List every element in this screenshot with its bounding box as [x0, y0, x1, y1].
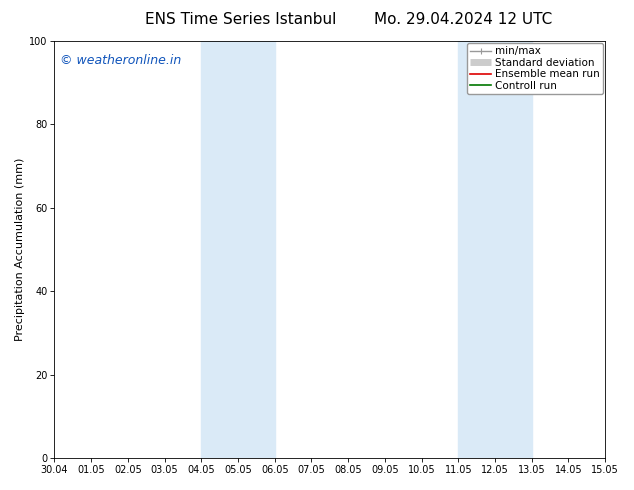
- Text: Mo. 29.04.2024 12 UTC: Mo. 29.04.2024 12 UTC: [373, 12, 552, 27]
- Text: ENS Time Series Istanbul: ENS Time Series Istanbul: [145, 12, 337, 27]
- Legend: min/max, Standard deviation, Ensemble mean run, Controll run: min/max, Standard deviation, Ensemble me…: [467, 43, 603, 94]
- Y-axis label: Precipitation Accumulation (mm): Precipitation Accumulation (mm): [15, 158, 25, 341]
- Bar: [458, 41, 532, 458]
- Text: © weatheronline.in: © weatheronline.in: [60, 53, 181, 67]
- Bar: [202, 41, 275, 458]
